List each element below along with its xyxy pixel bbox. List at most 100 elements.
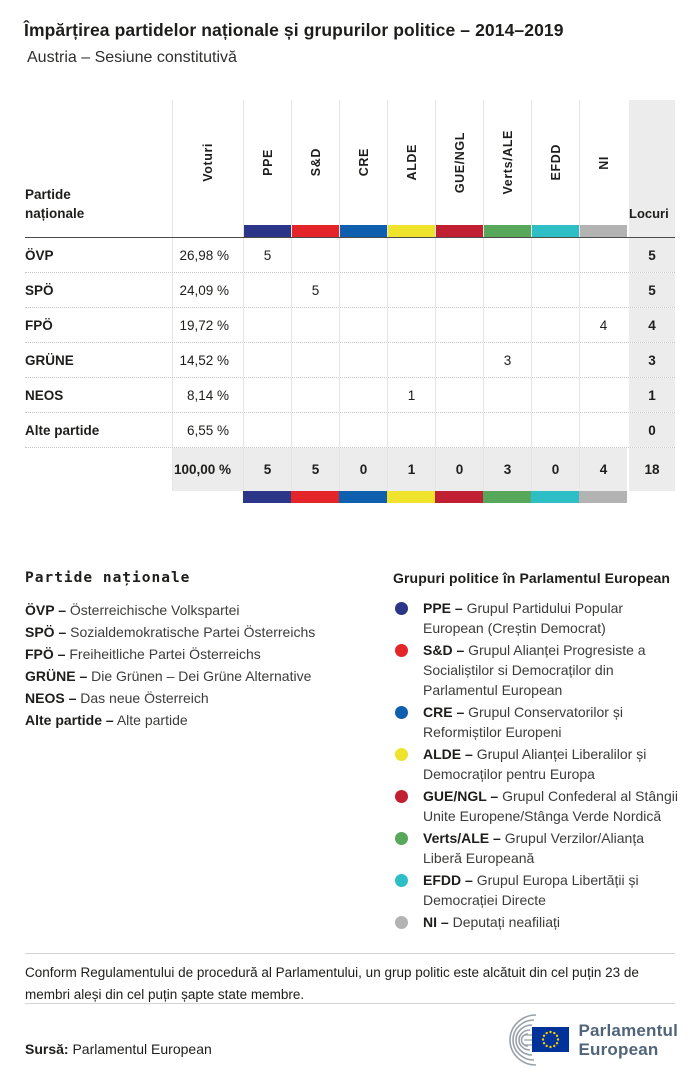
- seat-cell: [579, 343, 627, 377]
- seat-cell: [291, 378, 339, 412]
- group-color-dot: [395, 874, 408, 887]
- national-parties-legend: Partide naționale ÖVP – Österreichische …: [25, 570, 365, 731]
- group-colorbar: [531, 491, 579, 503]
- group-header-ppe: PPE: [243, 100, 291, 237]
- table-row: SPÖ 24,09 % 5 5: [25, 273, 675, 308]
- divider: [25, 1003, 675, 1004]
- table-row: FPÖ 19,72 % 4 4: [25, 308, 675, 343]
- total-seats-cell: 0: [629, 413, 675, 447]
- seat-cell: [339, 308, 387, 342]
- group-colorbar: [388, 225, 435, 237]
- source-line: Sursă: Parlamentul European: [25, 1041, 212, 1057]
- votes-value: 26,98 %: [172, 238, 243, 272]
- seat-cell: [531, 238, 579, 272]
- ep-logo: Parlamentul European: [484, 1011, 678, 1069]
- group-colorbar: [579, 491, 627, 503]
- legend-title: Grupuri politice în Parlamentul European: [393, 570, 671, 586]
- seat-cell: 3: [483, 343, 531, 377]
- group-color-dot: [395, 832, 408, 845]
- table-total-row: 100,00 % 5 5 0 1 0 3 0 4 18: [25, 448, 675, 491]
- legend-item: CRE – Grupul Conservatorilor și Reformiș…: [393, 702, 686, 742]
- table-row: Alte partide 6,55 % 0: [25, 413, 675, 448]
- legend-item: GUE/NGL – Grupul Confederal al Stângii U…: [393, 786, 686, 826]
- seat-cell: [387, 273, 435, 307]
- group-header-alde: ALDE: [387, 100, 435, 237]
- party-name: Alte partide: [25, 422, 100, 438]
- seat-cell: [531, 413, 579, 447]
- seat-cell: [483, 238, 531, 272]
- group-colorbar: [292, 225, 339, 237]
- table-row: GRÜNE 14,52 % 3 3: [25, 343, 675, 378]
- seat-cell: [291, 413, 339, 447]
- legend-item: EFDD – Grupul Europa Libertății și Democ…: [393, 870, 686, 910]
- party-name: ÖVP: [25, 247, 54, 263]
- page-title: Împărțirea partidelor naționale și grupu…: [24, 20, 564, 40]
- seat-cell: [243, 378, 291, 412]
- total-seat-cell: 0: [339, 448, 387, 491]
- group-header-efdd: EFDD: [531, 100, 579, 237]
- seat-cell: [243, 343, 291, 377]
- seat-cell: [339, 343, 387, 377]
- total-seats-cell: 5: [629, 238, 675, 272]
- seats-column-header: Locuri: [629, 100, 675, 237]
- column-gap: [627, 308, 629, 342]
- total-seat-cell: 0: [531, 448, 579, 491]
- seat-cell: [291, 308, 339, 342]
- total-seats-cell: 4: [629, 308, 675, 342]
- seat-cell: [243, 273, 291, 307]
- legend-item: SPÖ – Sozialdemokratische Partei Österre…: [25, 624, 316, 640]
- legend-item: Alte partide – Alte partide: [25, 712, 188, 728]
- total-seats-cell: 1: [629, 378, 675, 412]
- seat-cell: [483, 413, 531, 447]
- seat-cell: [531, 378, 579, 412]
- group-colorbar: [483, 491, 531, 503]
- group-header-guengl: GUE/NGL: [435, 100, 483, 237]
- legend-item: GRÜNE – Die Grünen – Dei Grüne Alternati…: [25, 668, 312, 684]
- seat-cell: 1: [387, 378, 435, 412]
- party-name: SPÖ: [25, 282, 54, 298]
- votes-value: 19,72 %: [172, 308, 243, 342]
- divider: [25, 953, 675, 954]
- seat-cell: [579, 273, 627, 307]
- seat-cell: [435, 413, 483, 447]
- total-seat-cell: 0: [435, 448, 483, 491]
- total-seat-cell: 5: [291, 448, 339, 491]
- political-groups-legend: Grupuri politice în Parlamentul European…: [393, 570, 686, 934]
- column-gap: [627, 343, 629, 377]
- grand-total-seats: 18: [629, 448, 675, 491]
- legend-item: ÖVP – Österreichische Volkspartei: [25, 602, 240, 618]
- group-color-dot: [395, 748, 408, 761]
- table-row: ÖVP 26,98 % 5 5: [25, 238, 675, 273]
- seat-cell: [435, 308, 483, 342]
- legend-item: NEOS – Das neue Österreich: [25, 690, 209, 706]
- votes-value: 14,52 %: [172, 343, 243, 377]
- seat-cell: [339, 238, 387, 272]
- group-colorbar: [291, 491, 339, 503]
- total-seats-cell: 5: [629, 273, 675, 307]
- party-name: NEOS: [25, 387, 64, 403]
- group-color-dot: [395, 602, 408, 615]
- seat-cell: [387, 413, 435, 447]
- group-header-vertsale: Verts/ALE: [483, 100, 531, 237]
- seat-cell: [531, 273, 579, 307]
- seat-cell: [579, 413, 627, 447]
- total-seats-cell: 3: [629, 343, 675, 377]
- total-votes: 100,00 %: [172, 448, 243, 491]
- ep-hemicycle-flag-icon: [509, 1014, 570, 1066]
- column-gap: [627, 448, 629, 491]
- seat-cell: [483, 273, 531, 307]
- votes-column-header: Voturi: [172, 100, 243, 237]
- party-name: GRÜNE: [25, 352, 74, 368]
- seat-cell: [387, 238, 435, 272]
- seat-cell: [579, 238, 627, 272]
- column-gap: [627, 238, 629, 272]
- group-color-dot: [395, 706, 408, 719]
- legend-item: FPÖ – Freiheitliche Partei Österreichs: [25, 646, 261, 662]
- seat-cell: [339, 378, 387, 412]
- group-header-cre: CRE: [339, 100, 387, 237]
- group-color-dot: [395, 644, 408, 657]
- votes-value: 8,14 %: [172, 378, 243, 412]
- seat-cell: [387, 343, 435, 377]
- seat-cell: [243, 308, 291, 342]
